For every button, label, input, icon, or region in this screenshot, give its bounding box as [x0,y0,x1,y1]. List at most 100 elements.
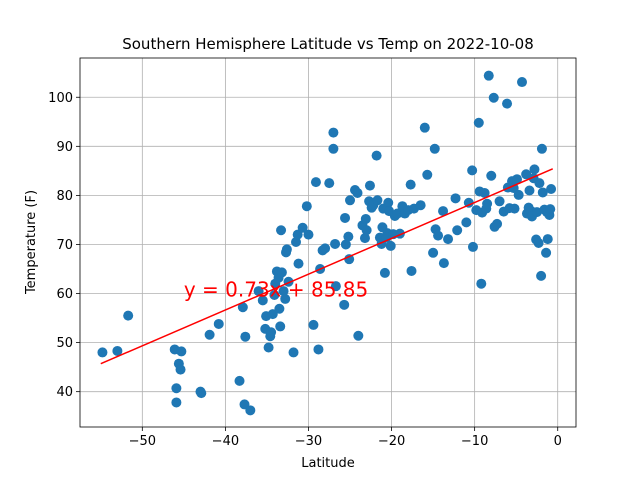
data-point-61 [344,254,355,265]
data-point-133 [512,174,523,185]
data-point-152 [541,247,552,258]
data-point-108 [461,217,472,228]
x-tick-label-5: 0 [554,434,562,449]
data-point-154 [542,234,553,245]
regression-line [100,168,554,365]
data-point-44 [301,201,312,212]
data-point-68 [360,213,371,224]
data-point-71 [364,180,375,191]
data-point-59 [340,239,351,250]
data-point-2 [123,310,134,321]
axes-frame [79,57,577,428]
data-point-41 [292,229,303,240]
data-point-39 [288,347,299,358]
x-axis-ticks: −50 −40 −30 −20 −10 0 [129,427,562,449]
data-point-97 [419,122,430,133]
data-point-104 [438,258,449,269]
x-tick-label-0: −50 [129,434,156,449]
data-point-157 [546,184,557,195]
data-point-136 [521,169,532,180]
data-point-150 [537,187,548,198]
data-point-148 [536,270,547,281]
data-point-96 [415,200,426,211]
x-tick-label-4: −10 [461,434,488,449]
data-point-58 [340,212,351,223]
data-points [97,70,557,416]
plot-border [79,57,577,428]
data-point-113 [473,117,484,128]
data-point-25 [267,309,278,320]
data-point-45 [303,229,314,240]
data-point-65 [353,330,364,341]
data-point-105 [443,234,454,245]
x-tick-label-3: −20 [378,434,405,449]
y-tick-label-6: 100 [48,91,73,106]
data-point-47 [310,177,321,188]
data-point-120 [483,70,494,81]
data-point-30 [274,303,285,314]
chart-title: Southern Hemisphere Latitude vs Temp on … [122,35,534,53]
data-point-17 [245,405,256,416]
data-point-34 [278,286,289,297]
data-point-156 [545,204,556,215]
y-tick-label-4: 80 [56,189,73,204]
data-point-13 [234,375,245,386]
data-point-131 [508,183,519,194]
data-point-88 [392,208,403,219]
data-point-93 [405,179,416,190]
data-point-5 [171,397,182,408]
y-axis-ticks: 40 50 60 70 80 90 100 [48,91,80,400]
data-point-125 [494,196,505,207]
data-point-1 [112,345,123,356]
data-point-98 [422,169,433,180]
data-point-74 [371,150,382,161]
data-point-43 [297,222,308,233]
data-point-18 [253,286,264,297]
data-point-110 [467,165,478,176]
data-point-46 [308,319,319,330]
data-point-19 [257,295,268,306]
data-point-64 [352,187,363,198]
data-point-80 [379,267,390,278]
data-point-149 [536,143,547,154]
data-point-55 [330,238,341,249]
data-point-57 [339,299,350,310]
data-point-115 [476,278,487,289]
y-axis-label: Temperature (F) [24,190,39,295]
data-point-53 [328,127,339,138]
data-point-0 [97,347,108,358]
data-point-7 [175,364,186,375]
data-point-107 [452,225,463,236]
data-point-69 [361,225,372,236]
data-point-143 [529,164,540,175]
data-point-106 [450,193,461,204]
data-point-134 [513,189,524,200]
data-point-31 [275,321,286,332]
data-point-42 [293,258,304,269]
data-point-16 [240,331,251,342]
data-point-119 [482,198,493,209]
data-point-22 [263,342,274,353]
data-point-52 [324,178,335,189]
data-point-37 [281,244,292,255]
data-point-117 [479,187,490,198]
data-point-26 [269,290,280,301]
y-tick-label-1: 50 [56,336,73,351]
data-point-147 [534,178,545,189]
data-point-135 [516,77,527,88]
data-point-35 [280,293,291,304]
y-tick-label-3: 70 [56,238,73,253]
data-point-109 [463,197,474,208]
data-point-10 [196,388,207,399]
data-point-122 [488,92,499,103]
data-point-62 [345,195,356,206]
data-point-94 [406,265,417,276]
data-point-54 [328,143,339,154]
data-point-103 [438,206,449,217]
data-point-111 [467,241,478,252]
data-point-132 [509,203,520,214]
data-point-48 [313,344,324,355]
data-point-8 [176,346,187,357]
data-point-121 [486,170,497,181]
data-point-33 [276,267,287,278]
